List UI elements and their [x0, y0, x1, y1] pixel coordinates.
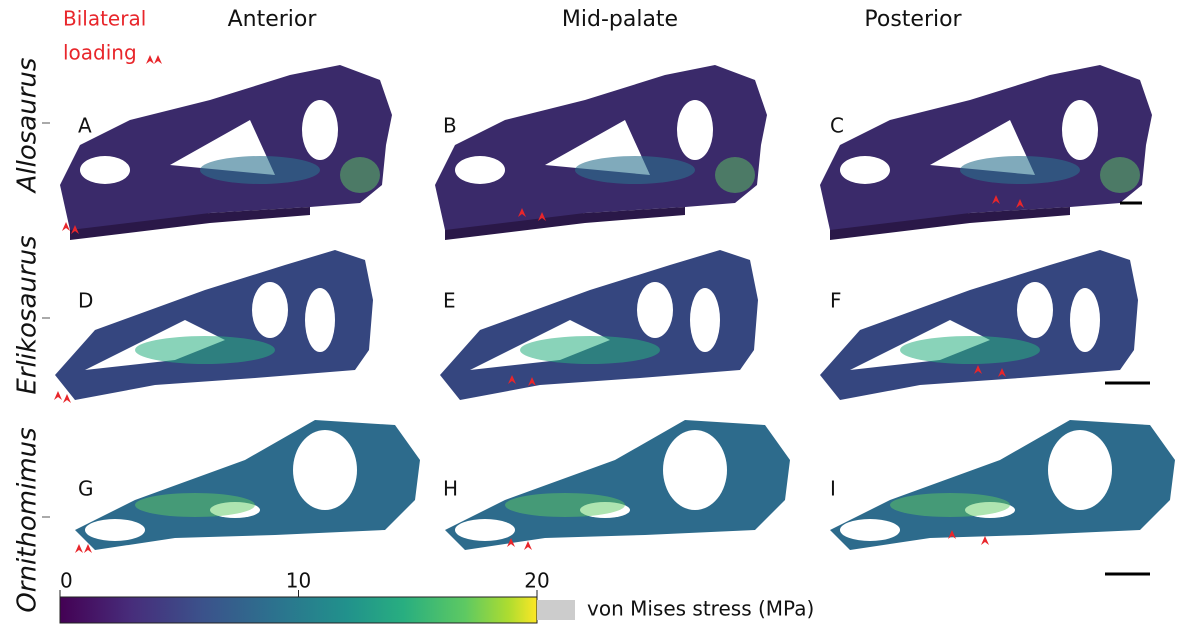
row-label: Erlikosaurus: [13, 235, 43, 394]
row-label: Allosaurus: [13, 58, 43, 195]
panel-letter: D: [78, 289, 93, 313]
colorbar-label: von Mises stress (MPa): [587, 597, 814, 621]
panel-letter: G: [78, 477, 94, 501]
figure: Bilateral loading von Mises stress (MPa)…: [0, 0, 1179, 630]
colorbar-tick-label: 20: [524, 569, 549, 593]
column-header: Posterior: [864, 7, 962, 32]
row-label: Ornithomimus: [13, 427, 43, 612]
colorbar-out: [537, 600, 575, 620]
colorbar-tick-label: 10: [286, 569, 311, 593]
panel-letter: I: [830, 477, 836, 501]
panel-letter: C: [830, 114, 844, 138]
column-header: Anterior: [228, 7, 318, 32]
panel-letter: H: [443, 477, 458, 501]
panel-letter: E: [443, 289, 456, 313]
legend-text: loading: [63, 41, 137, 65]
panel-letter: B: [443, 114, 457, 138]
legend-text: Bilateral: [63, 7, 146, 31]
panel-letter: A: [78, 114, 92, 138]
panel-letter: F: [830, 289, 842, 313]
skulls: [55, 65, 1175, 550]
column-header: Mid-palate: [562, 7, 678, 32]
row-ticks: [42, 123, 50, 517]
colorbar-tick-label: 0: [60, 569, 73, 593]
colorbar: [60, 597, 537, 623]
